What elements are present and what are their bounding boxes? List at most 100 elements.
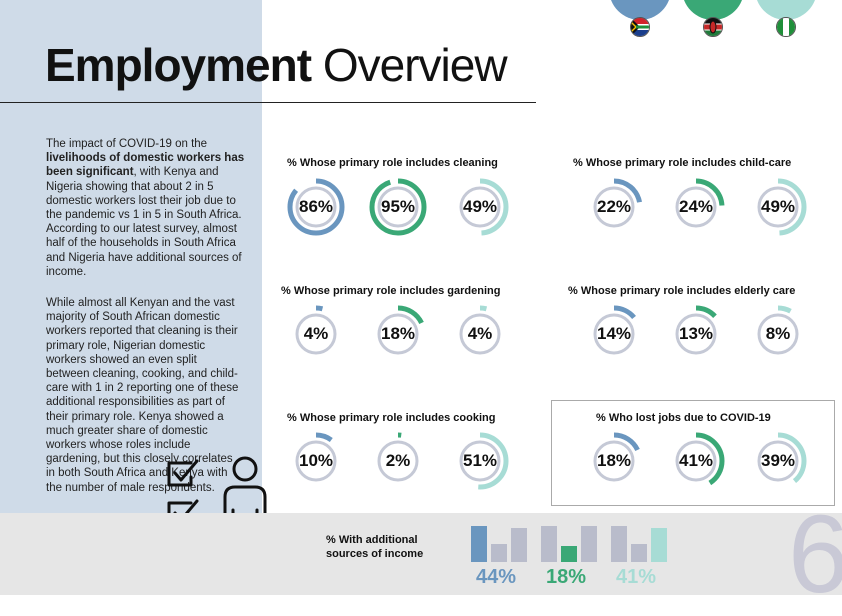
ring-kenya bbox=[369, 432, 427, 490]
ring-south-africa bbox=[287, 432, 345, 490]
income-percent-label: 44% bbox=[476, 566, 517, 588]
ring-nigeria bbox=[749, 432, 807, 490]
ring-track bbox=[377, 186, 419, 228]
ring-value-arc bbox=[287, 432, 345, 490]
ring-track bbox=[295, 440, 337, 482]
ring-value-arc bbox=[451, 432, 509, 490]
kenya-flag-icon bbox=[703, 17, 723, 37]
ring-percent-label: 22% bbox=[596, 197, 632, 216]
ring-nigeria bbox=[749, 178, 807, 236]
left-panel bbox=[0, 0, 262, 595]
ring-percent-label: 49% bbox=[462, 197, 498, 216]
ring-kenya bbox=[667, 305, 725, 363]
ring-track bbox=[757, 186, 799, 228]
ring-percent-label: 4% bbox=[467, 324, 493, 343]
income-bar bbox=[561, 546, 577, 562]
page-number: 6 bbox=[788, 493, 842, 616]
intro-paragraph-1: The impact of COVID-19 on the livelihood… bbox=[46, 138, 245, 278]
ring-track bbox=[675, 186, 717, 228]
ring-track bbox=[377, 440, 419, 482]
ring-value-arc bbox=[287, 305, 345, 363]
ring-value-arc bbox=[585, 432, 643, 490]
ring-percent-label: 14% bbox=[596, 324, 632, 343]
panel-title-gardening: % Whose primary role includes gardening bbox=[281, 285, 501, 297]
ring-kenya bbox=[667, 432, 725, 490]
ring-track bbox=[295, 313, 337, 355]
ring-percent-label: 24% bbox=[678, 197, 714, 216]
ring-nigeria bbox=[451, 178, 509, 236]
ring-value-arc bbox=[451, 305, 509, 363]
ring-percent-label: 39% bbox=[760, 451, 796, 470]
panel-title-child-care: % Whose primary role includes child-care bbox=[573, 157, 792, 169]
panel-title-covid-job-loss: % Who lost jobs due to COVID-19 bbox=[596, 412, 771, 424]
ring-track bbox=[593, 313, 635, 355]
ring-track bbox=[459, 440, 501, 482]
ring-kenya bbox=[369, 178, 427, 236]
ring-value-arc bbox=[749, 432, 807, 490]
ring-south-africa bbox=[585, 305, 643, 363]
income-bar bbox=[511, 528, 527, 562]
ring-nigeria bbox=[451, 305, 509, 363]
ring-value-arc bbox=[749, 178, 807, 236]
title-rule bbox=[0, 102, 536, 103]
ring-value-arc bbox=[369, 178, 427, 236]
ring-value-arc bbox=[369, 305, 427, 363]
ring-percent-label: 51% bbox=[462, 451, 498, 470]
income-percent-label: 18% bbox=[546, 566, 587, 588]
ring-percent-label: 95% bbox=[380, 197, 416, 216]
ring-south-africa bbox=[585, 432, 643, 490]
ring-track bbox=[675, 440, 717, 482]
income-bar bbox=[581, 526, 597, 562]
ring-value-arc bbox=[667, 305, 725, 363]
ring-percent-label: 18% bbox=[596, 451, 632, 470]
bottom-band bbox=[0, 513, 842, 595]
income-bar bbox=[651, 528, 667, 562]
additional-income-label: % With additional sources of income bbox=[326, 534, 424, 560]
south-africa-flag-icon bbox=[630, 17, 650, 37]
ring-percent-label: 10% bbox=[298, 451, 334, 470]
income-bar bbox=[631, 544, 647, 562]
ring-percent-label: 13% bbox=[678, 324, 714, 343]
ring-south-africa bbox=[585, 178, 643, 236]
ring-value-arc bbox=[287, 178, 345, 236]
ring-percent-label: 86% bbox=[298, 197, 334, 216]
ring-value-arc bbox=[451, 178, 509, 236]
ring-nigeria bbox=[451, 432, 509, 490]
panel-title-cleaning: % Whose primary role includes cleaning bbox=[287, 157, 498, 169]
ring-track bbox=[757, 313, 799, 355]
ring-value-arc bbox=[667, 178, 725, 236]
page-title: Employment Overview bbox=[45, 39, 508, 91]
ring-value-arc bbox=[667, 432, 725, 490]
ring-percent-label: 18% bbox=[380, 324, 416, 343]
ring-percent-label: 8% bbox=[765, 324, 791, 343]
nigeria-circle bbox=[755, 0, 817, 20]
ring-track bbox=[675, 313, 717, 355]
ring-south-africa bbox=[287, 178, 345, 236]
ring-value-arc bbox=[369, 432, 427, 490]
income-bar bbox=[471, 526, 487, 562]
ring-value-arc bbox=[749, 305, 807, 363]
ring-percent-label: 4% bbox=[303, 324, 329, 343]
ring-track bbox=[593, 440, 635, 482]
panel-title-cooking: % Whose primary role includes cooking bbox=[287, 412, 496, 424]
kenya-circle bbox=[682, 0, 744, 20]
ring-value-arc bbox=[585, 178, 643, 236]
ring-kenya bbox=[667, 178, 725, 236]
ring-south-africa bbox=[287, 305, 345, 363]
covid-panel-box bbox=[551, 400, 835, 506]
income-bar bbox=[491, 544, 507, 562]
ring-percent-label: 41% bbox=[678, 451, 714, 470]
south-africa-circle bbox=[609, 0, 671, 20]
income-percent-label: 41% bbox=[616, 566, 657, 588]
ring-track bbox=[295, 186, 337, 228]
ring-track bbox=[757, 440, 799, 482]
nigeria-flag-icon bbox=[776, 17, 796, 37]
income-bar bbox=[611, 526, 627, 562]
ring-track bbox=[377, 313, 419, 355]
ring-percent-label: 49% bbox=[760, 197, 796, 216]
ring-nigeria bbox=[749, 305, 807, 363]
ring-percent-label: 2% bbox=[385, 451, 411, 470]
ring-track bbox=[459, 313, 501, 355]
ring-track bbox=[593, 186, 635, 228]
ring-kenya bbox=[369, 305, 427, 363]
